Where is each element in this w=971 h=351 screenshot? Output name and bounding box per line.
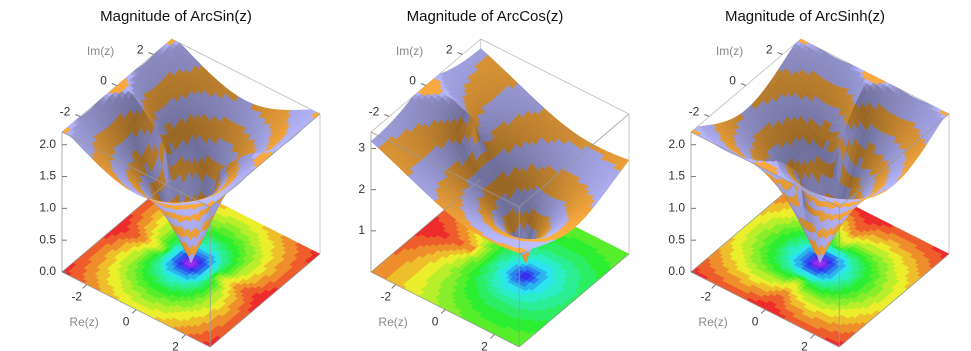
- contour-plane: [61, 178, 321, 348]
- x-tick: [82, 284, 88, 289]
- z-tick-label: 2.0: [39, 137, 56, 151]
- z-tick-label: 0.5: [39, 232, 56, 246]
- z-tick-label: 0.0: [39, 264, 56, 278]
- y-tick: [148, 52, 154, 55]
- z-tick-label: 1.0: [39, 201, 56, 215]
- x-axis-label: Re(z): [69, 315, 98, 329]
- panel: Magnitude of ArcCos(z)123-202-202Re(z)Im…: [358, 8, 630, 351]
- chart-title: Magnitude of ArcCos(z): [407, 8, 564, 25]
- y-tick: [75, 114, 81, 117]
- chart-title: Magnitude of ArcSin(z): [100, 8, 252, 25]
- y-tick: [111, 83, 118, 86]
- x-tick-label: 0: [123, 315, 130, 329]
- y-tick-label: -2: [60, 105, 71, 119]
- y-axis-label: Im(z): [87, 44, 114, 58]
- box-edge: [171, 38, 321, 115]
- y-tick-label: 2: [137, 43, 144, 57]
- x-tick-label: 2: [172, 340, 179, 351]
- x-tick: [181, 334, 186, 339]
- x-tick-label: -2: [71, 290, 82, 304]
- surface: [61, 38, 321, 264]
- y-tick-label: 0: [100, 74, 107, 88]
- panel: Magnitude of ArcSin(z) 0.0 0.5 1.0 1.5 2.0 -2 0…: [39, 8, 321, 351]
- x-tick: [131, 309, 137, 314]
- z-tick-label: 1.5: [39, 169, 56, 183]
